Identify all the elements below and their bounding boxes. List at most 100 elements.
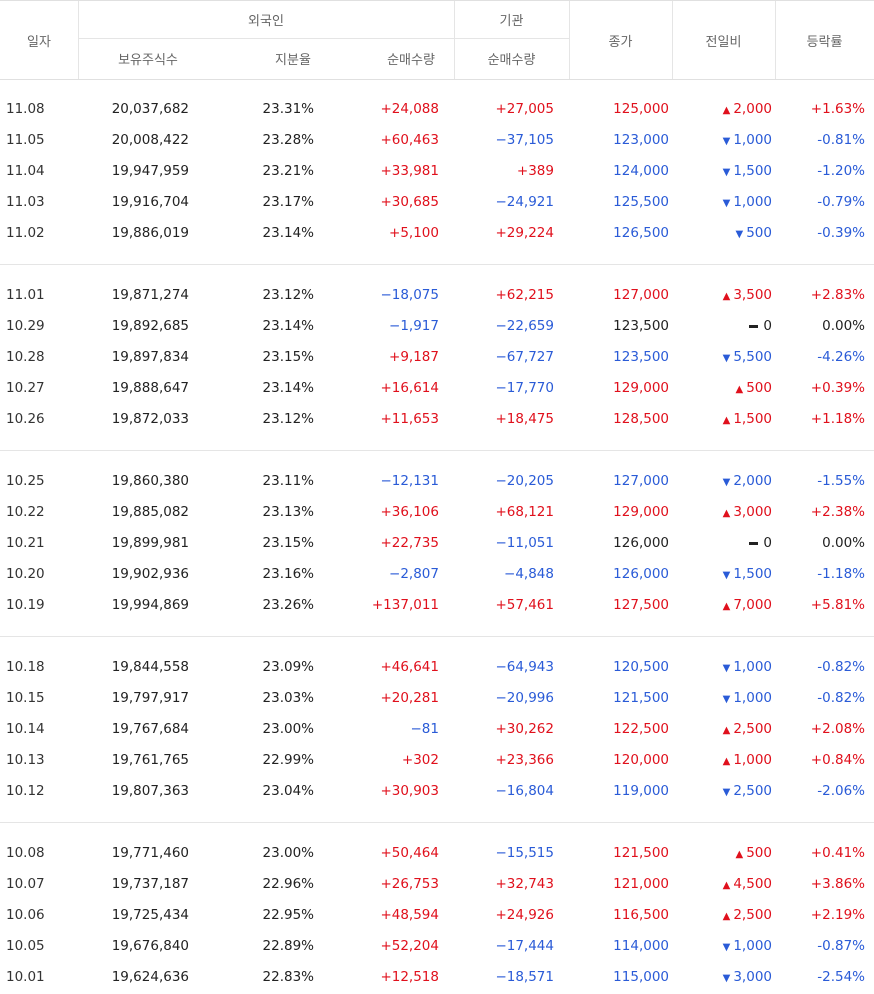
row-diff: 0 xyxy=(749,311,772,342)
header-diff: 전일비 xyxy=(705,34,742,50)
row-ratio: 22.83% xyxy=(262,969,314,985)
row-date: 10.21 xyxy=(6,535,45,551)
table-row: 11.01 19,871,274 23.12% −18,075 +62,215 127,0… xyxy=(0,280,874,311)
row-date: 10.25 xyxy=(6,473,45,489)
row-rate: +5.81% xyxy=(810,597,865,613)
row-foreign-net: +30,685 xyxy=(380,194,439,210)
row-rate: +1.18% xyxy=(810,411,865,427)
row-foreign-net: −2,807 xyxy=(389,566,439,582)
row-ratio: 23.28% xyxy=(262,132,314,148)
row-holdings: 19,888,647 xyxy=(111,380,189,396)
row-diff: ▲ 500 xyxy=(736,373,772,405)
row-date: 10.12 xyxy=(6,783,45,799)
row-diff: ▼ 2,000 xyxy=(723,466,772,498)
row-foreign-net: −18,075 xyxy=(380,287,439,303)
row-date: 10.01 xyxy=(6,969,45,985)
row-diff-value: 4,500 xyxy=(733,876,772,892)
row-foreign-net: +22,735 xyxy=(380,535,439,551)
row-diff: ▲ 2,500 xyxy=(723,714,772,746)
table-row: 10.19 19,994,869 23.26% +137,011 +57,461 127,… xyxy=(0,590,874,621)
row-close: 127,500 xyxy=(613,597,669,613)
table-row: 11.03 19,916,704 23.17% +30,685 −24,921 125,5… xyxy=(0,187,874,218)
table-header: 일자 외국인 기관 보유주식수 지분율 순매수량 순매수량 종가 전일비 등락률 xyxy=(0,0,874,80)
row-close: 123,000 xyxy=(613,132,669,148)
row-inst-net: −17,444 xyxy=(495,938,554,954)
row-ratio: 23.09% xyxy=(262,659,314,675)
row-holdings: 19,885,082 xyxy=(111,504,189,520)
row-date: 10.14 xyxy=(6,721,45,737)
row-holdings: 19,624,636 xyxy=(111,969,189,985)
row-foreign-net: +48,594 xyxy=(380,907,439,923)
triangle-down-icon: ▼ xyxy=(735,229,744,240)
row-inst-net: +30,262 xyxy=(495,721,554,737)
row-close: 121,500 xyxy=(613,845,669,861)
row-date: 10.08 xyxy=(6,845,45,861)
row-diff: ▼ 5,500 xyxy=(723,342,772,374)
row-inst-net: −20,205 xyxy=(495,473,554,489)
row-foreign-net: +5,100 xyxy=(389,225,439,241)
triangle-down-icon: ▼ xyxy=(722,136,731,147)
row-date: 10.19 xyxy=(6,597,45,613)
row-date: 11.08 xyxy=(6,101,45,117)
row-date: 10.15 xyxy=(6,690,45,706)
row-holdings: 19,767,684 xyxy=(111,721,189,737)
row-ratio: 23.11% xyxy=(262,473,314,489)
row-inst-net: −67,727 xyxy=(495,349,554,365)
row-holdings: 19,872,033 xyxy=(111,411,189,427)
row-close: 126,000 xyxy=(613,535,669,551)
row-rate: -2.54% xyxy=(817,969,865,985)
row-date: 11.05 xyxy=(6,132,45,148)
row-close: 129,000 xyxy=(613,504,669,520)
row-holdings: 19,902,936 xyxy=(111,566,189,582)
row-foreign-net: −1,917 xyxy=(389,318,439,334)
row-diff-value: 500 xyxy=(746,380,772,396)
row-rate: +3.86% xyxy=(810,876,865,892)
row-rate: -1.18% xyxy=(817,566,865,582)
row-inst-net: +27,005 xyxy=(495,101,554,117)
row-close: 125,500 xyxy=(613,194,669,210)
row-close: 123,500 xyxy=(613,349,669,365)
header-subdivider xyxy=(78,38,569,39)
row-ratio: 23.13% xyxy=(262,504,314,520)
row-date: 10.28 xyxy=(6,349,45,365)
triangle-down-icon: ▼ xyxy=(722,694,731,705)
row-close: 120,500 xyxy=(613,659,669,675)
row-close: 127,000 xyxy=(613,287,669,303)
row-rate: -0.82% xyxy=(817,659,865,675)
row-ratio: 23.26% xyxy=(262,597,314,613)
header-divider xyxy=(672,1,673,79)
row-close: 129,000 xyxy=(613,380,669,396)
row-foreign-net: −12,131 xyxy=(380,473,439,489)
triangle-down-icon: ▼ xyxy=(722,663,731,674)
row-ratio: 23.04% xyxy=(262,783,314,799)
row-rate: -0.39% xyxy=(817,225,865,241)
triangle-up-icon: ▲ xyxy=(722,508,731,519)
row-rate: +2.38% xyxy=(810,504,865,520)
row-close: 126,000 xyxy=(613,566,669,582)
table-row: 10.08 19,771,460 23.00% +50,464 −15,515 121,5… xyxy=(0,838,874,869)
row-foreign-net: +20,281 xyxy=(380,690,439,706)
row-rate: +0.84% xyxy=(810,752,865,768)
row-foreign-net: +33,981 xyxy=(380,163,439,179)
table-row: 10.21 19,899,981 23.15% +22,735 −11,051 126,0… xyxy=(0,528,874,559)
row-foreign-net: +26,753 xyxy=(380,876,439,892)
row-close: 119,000 xyxy=(613,783,669,799)
row-rate: +1.63% xyxy=(810,101,865,117)
row-diff: ▲ 1,500 xyxy=(723,404,772,436)
table-row: 10.28 19,897,834 23.15% +9,187 −67,727 123,50… xyxy=(0,342,874,373)
triangle-down-icon: ▼ xyxy=(722,353,731,364)
table-row: 10.13 19,761,765 22.99% +302 +23,366 120,000 ▲… xyxy=(0,745,874,776)
row-inst-net: +29,224 xyxy=(495,225,554,241)
header-inst-net: 순매수량 xyxy=(487,53,536,68)
row-inst-net: −17,770 xyxy=(495,380,554,396)
row-holdings: 19,916,704 xyxy=(111,194,189,210)
row-close: 120,000 xyxy=(613,752,669,768)
row-foreign-net: +52,204 xyxy=(380,938,439,954)
table-row: 10.18 19,844,558 23.09% +46,641 −64,943 120,5… xyxy=(0,652,874,683)
row-ratio: 23.31% xyxy=(262,101,314,117)
row-foreign-net: +11,653 xyxy=(380,411,439,427)
row-rate: -2.06% xyxy=(817,783,865,799)
row-close: 127,000 xyxy=(613,473,669,489)
row-date: 10.18 xyxy=(6,659,45,675)
row-diff-value: 0 xyxy=(763,318,772,334)
